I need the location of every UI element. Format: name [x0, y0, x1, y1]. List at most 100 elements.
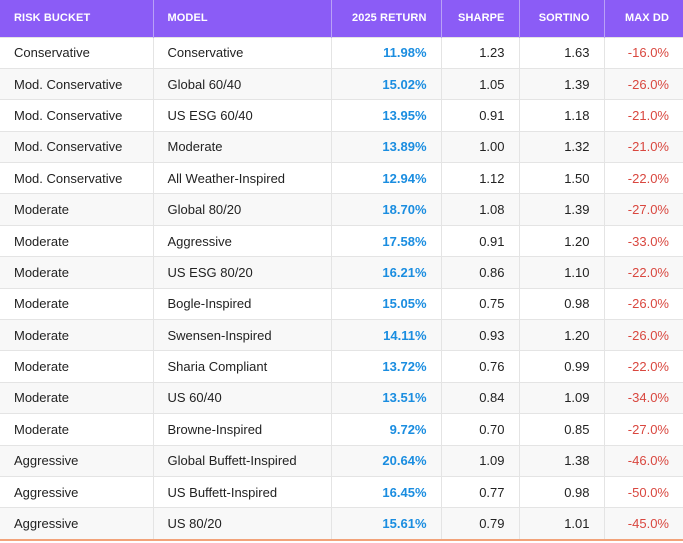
cell-model: Sharia Compliant [153, 350, 332, 383]
cell-risk-bucket: Moderate [0, 319, 154, 351]
column-header-2025-return[interactable]: 2025 RETURN [331, 0, 442, 37]
table-row[interactable]: Mod. Conservative Global 60/40 15.02% 1.05 1… [0, 67, 683, 100]
table-bottom-border [0, 539, 683, 541]
cell-sharpe: 0.75 [441, 287, 520, 320]
table-row[interactable]: Conservative Conservative 11.98% 1.23 1.63 -1… [0, 36, 683, 69]
cell-sharpe: 1.23 [441, 36, 520, 69]
cell-risk-bucket: Moderate [0, 350, 154, 383]
cell-sharpe: 0.91 [441, 99, 520, 132]
cell-sortino: 1.20 [519, 319, 605, 351]
cell-model: US ESG 80/20 [153, 256, 332, 289]
cell-max-dd: -26.0% [604, 287, 683, 320]
cell-max-dd: -26.0% [604, 319, 683, 351]
cell-sharpe: 1.12 [441, 162, 520, 194]
cell-model: US 80/20 [153, 507, 332, 540]
table-row[interactable]: Moderate Aggressive 17.58% 0.91 1.20 -33.0% [0, 224, 683, 257]
cell-sharpe: 0.70 [441, 413, 520, 446]
cell-sortino: 0.85 [519, 413, 605, 446]
cell-model: Aggressive [153, 224, 332, 257]
cell-max-dd: -22.0% [604, 256, 683, 289]
cell-2025-return: 16.21% [331, 256, 442, 289]
cell-risk-bucket: Moderate [0, 256, 154, 289]
column-header-sortino[interactable]: SORTINO [519, 0, 605, 37]
cell-2025-return: 13.95% [331, 99, 442, 132]
table-row[interactable]: Moderate Global 80/20 18.70% 1.08 1.39 -27.0% [0, 193, 683, 226]
cell-model: Browne-Inspired [153, 413, 332, 446]
cell-model: Swensen-Inspired [153, 319, 332, 351]
cell-2025-return: 15.05% [331, 287, 442, 320]
table-body: Conservative Conservative 11.98% 1.23 1.63 -1… [0, 36, 683, 540]
cell-sortino: 1.63 [519, 36, 605, 69]
cell-sortino: 1.39 [519, 193, 605, 226]
cell-sharpe: 0.84 [441, 381, 520, 414]
cell-2025-return: 15.61% [331, 507, 442, 540]
cell-risk-bucket: Aggressive [0, 507, 154, 540]
cell-risk-bucket: Moderate [0, 413, 154, 446]
cell-sortino: 1.38 [519, 444, 605, 477]
cell-max-dd: -22.0% [604, 350, 683, 383]
column-header-sharpe[interactable]: SHARPE [441, 0, 520, 37]
cell-risk-bucket: Conservative [0, 36, 154, 69]
cell-risk-bucket: Mod. Conservative [0, 130, 154, 163]
cell-2025-return: 11.98% [331, 36, 442, 69]
cell-sharpe: 0.86 [441, 256, 520, 289]
table-row[interactable]: Moderate US 60/40 13.51% 0.84 1.09 -34.0% [0, 381, 683, 414]
cell-2025-return: 9.72% [331, 413, 442, 446]
column-header-risk-bucket[interactable]: RISK BUCKET [0, 0, 154, 37]
cell-2025-return: 12.94% [331, 162, 442, 194]
cell-sharpe: 0.79 [441, 507, 520, 540]
cell-2025-return: 13.72% [331, 350, 442, 383]
column-header-max-dd[interactable]: MAX DD [604, 0, 683, 37]
cell-sortino: 1.32 [519, 130, 605, 163]
cell-model: Global Buffett-Inspired [153, 444, 332, 477]
table-row[interactable]: Moderate Browne-Inspired 9.72% 0.70 0.85 -27.… [0, 413, 683, 446]
cell-model: Global 80/20 [153, 193, 332, 226]
table-row[interactable]: Mod. Conservative All Weather-Inspired 12.… [0, 162, 683, 194]
cell-model: US 60/40 [153, 381, 332, 414]
cell-risk-bucket: Moderate [0, 381, 154, 414]
cell-sortino: 1.39 [519, 67, 605, 100]
cell-model: US Buffett-Inspired [153, 475, 332, 508]
cell-max-dd: -33.0% [604, 224, 683, 257]
cell-2025-return: 20.64% [331, 444, 442, 477]
cell-sortino: 1.20 [519, 224, 605, 257]
cell-sortino: 0.98 [519, 287, 605, 320]
cell-model: Global 60/40 [153, 67, 332, 100]
cell-2025-return: 15.02% [331, 67, 442, 100]
cell-2025-return: 18.70% [331, 193, 442, 226]
cell-max-dd: -21.0% [604, 130, 683, 163]
cell-model: US ESG 60/40 [153, 99, 332, 132]
cell-max-dd: -46.0% [604, 444, 683, 477]
cell-sharpe: 0.77 [441, 475, 520, 508]
table-row[interactable]: Aggressive US 80/20 15.61% 0.79 1.01 -45.0% [0, 507, 683, 540]
column-header-model[interactable]: MODEL [153, 0, 332, 37]
table-row[interactable]: Mod. Conservative Moderate 13.89% 1.00 1.32-… [0, 130, 683, 163]
cell-max-dd: -27.0% [604, 193, 683, 226]
table-row[interactable]: Aggressive US Buffett-Inspired 16.45% 0.77 0… [0, 475, 683, 508]
cell-max-dd: -50.0% [604, 475, 683, 508]
cell-sortino: 1.10 [519, 256, 605, 289]
table-row[interactable]: Moderate Bogle-Inspired 15.05% 0.75 0.98 -26.… [0, 287, 683, 320]
cell-sortino: 1.09 [519, 381, 605, 414]
table-row[interactable]: Aggressive Global Buffett-Inspired 20.64% 1… [0, 444, 683, 477]
table-row[interactable]: Moderate Swensen-Inspired 14.11% 0.93 1.20 -2… [0, 319, 683, 351]
cell-max-dd: -34.0% [604, 381, 683, 414]
cell-model: All Weather-Inspired [153, 162, 332, 194]
cell-risk-bucket: Moderate [0, 287, 154, 320]
cell-risk-bucket: Moderate [0, 224, 154, 257]
cell-sortino: 1.50 [519, 162, 605, 194]
table-row[interactable]: Mod. Conservative US ESG 60/40 13.95% 0.91 1… [0, 99, 683, 132]
table-row[interactable]: Moderate US ESG 80/20 16.21% 0.86 1.10 -22.0% [0, 256, 683, 289]
cell-sortino: 1.18 [519, 99, 605, 132]
cell-risk-bucket: Aggressive [0, 475, 154, 508]
table-row[interactable]: Moderate Sharia Compliant 13.72% 0.76 0.99 -2… [0, 350, 683, 383]
cell-sharpe: 0.91 [441, 224, 520, 257]
cell-risk-bucket: Mod. Conservative [0, 99, 154, 132]
cell-sharpe: 0.76 [441, 350, 520, 383]
cell-2025-return: 13.89% [331, 130, 442, 163]
cell-2025-return: 13.51% [331, 381, 442, 414]
table-header-row: RISK BUCKET MODEL 2025 RETURN SHARPE SOR… [0, 0, 683, 37]
cell-risk-bucket: Mod. Conservative [0, 67, 154, 100]
